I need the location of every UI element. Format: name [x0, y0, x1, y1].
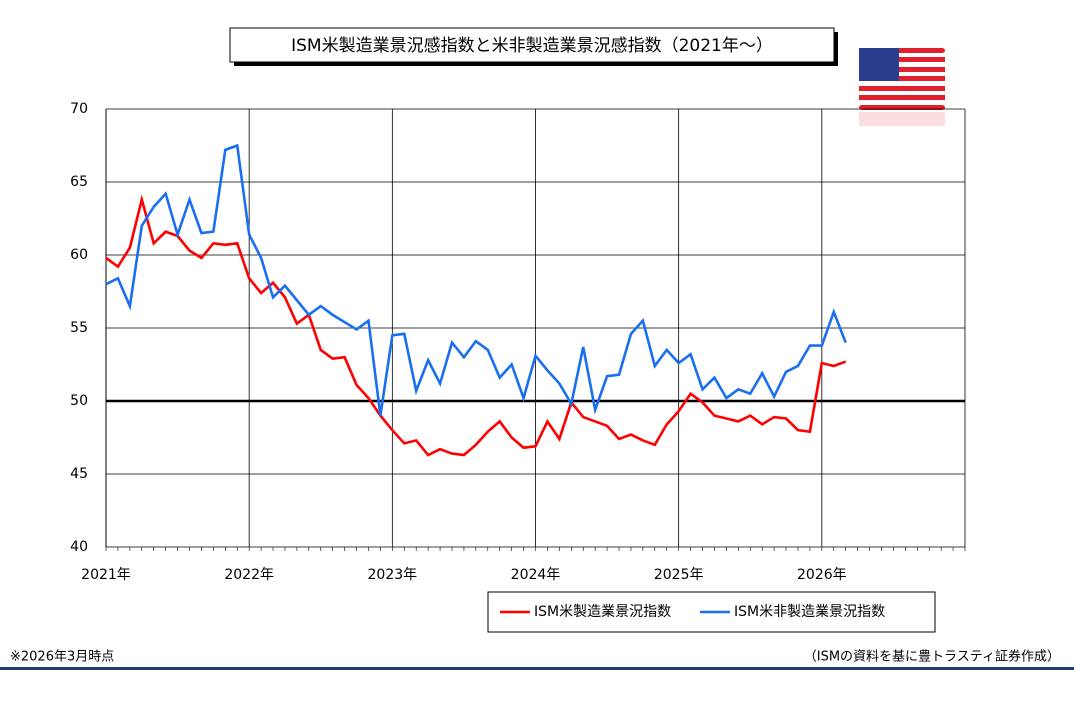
- x-tick-label: 2022年: [224, 567, 274, 583]
- y-tick-label: 60: [70, 247, 88, 263]
- title-box: [229, 27, 835, 63]
- y-tick-label: 70: [70, 101, 88, 117]
- footer-rule: [0, 667, 1074, 670]
- line-series: [105, 194, 847, 457]
- legend-label: ISM米非製造業景況指数: [734, 604, 885, 620]
- note: ※2026年3月時点: [10, 650, 114, 665]
- line-series: [105, 143, 847, 416]
- y-tick-label: 65: [70, 174, 88, 190]
- x-tick-label: 2026年: [797, 567, 847, 583]
- y-tick-label: 50: [70, 393, 88, 409]
- y-tick-label: 40: [70, 539, 88, 555]
- x-tick-label: 2025年: [654, 567, 704, 583]
- legend-label: ISM米製造業景況指数: [534, 604, 671, 620]
- x-tick-label: 2024年: [511, 567, 561, 583]
- x-tick-label: 2023年: [368, 567, 418, 583]
- x-tick-label: 2021年: [81, 567, 131, 583]
- y-tick-label: 45: [70, 466, 88, 482]
- flag: [859, 48, 945, 126]
- source: （ISMの資料を基に豊トラスティ証券作成）: [804, 649, 1060, 665]
- y-tick-label: 55: [70, 320, 88, 336]
- chart-title: ISM米製造業景況感指数と米非製造業景況感指数（2021年～）: [291, 36, 773, 56]
